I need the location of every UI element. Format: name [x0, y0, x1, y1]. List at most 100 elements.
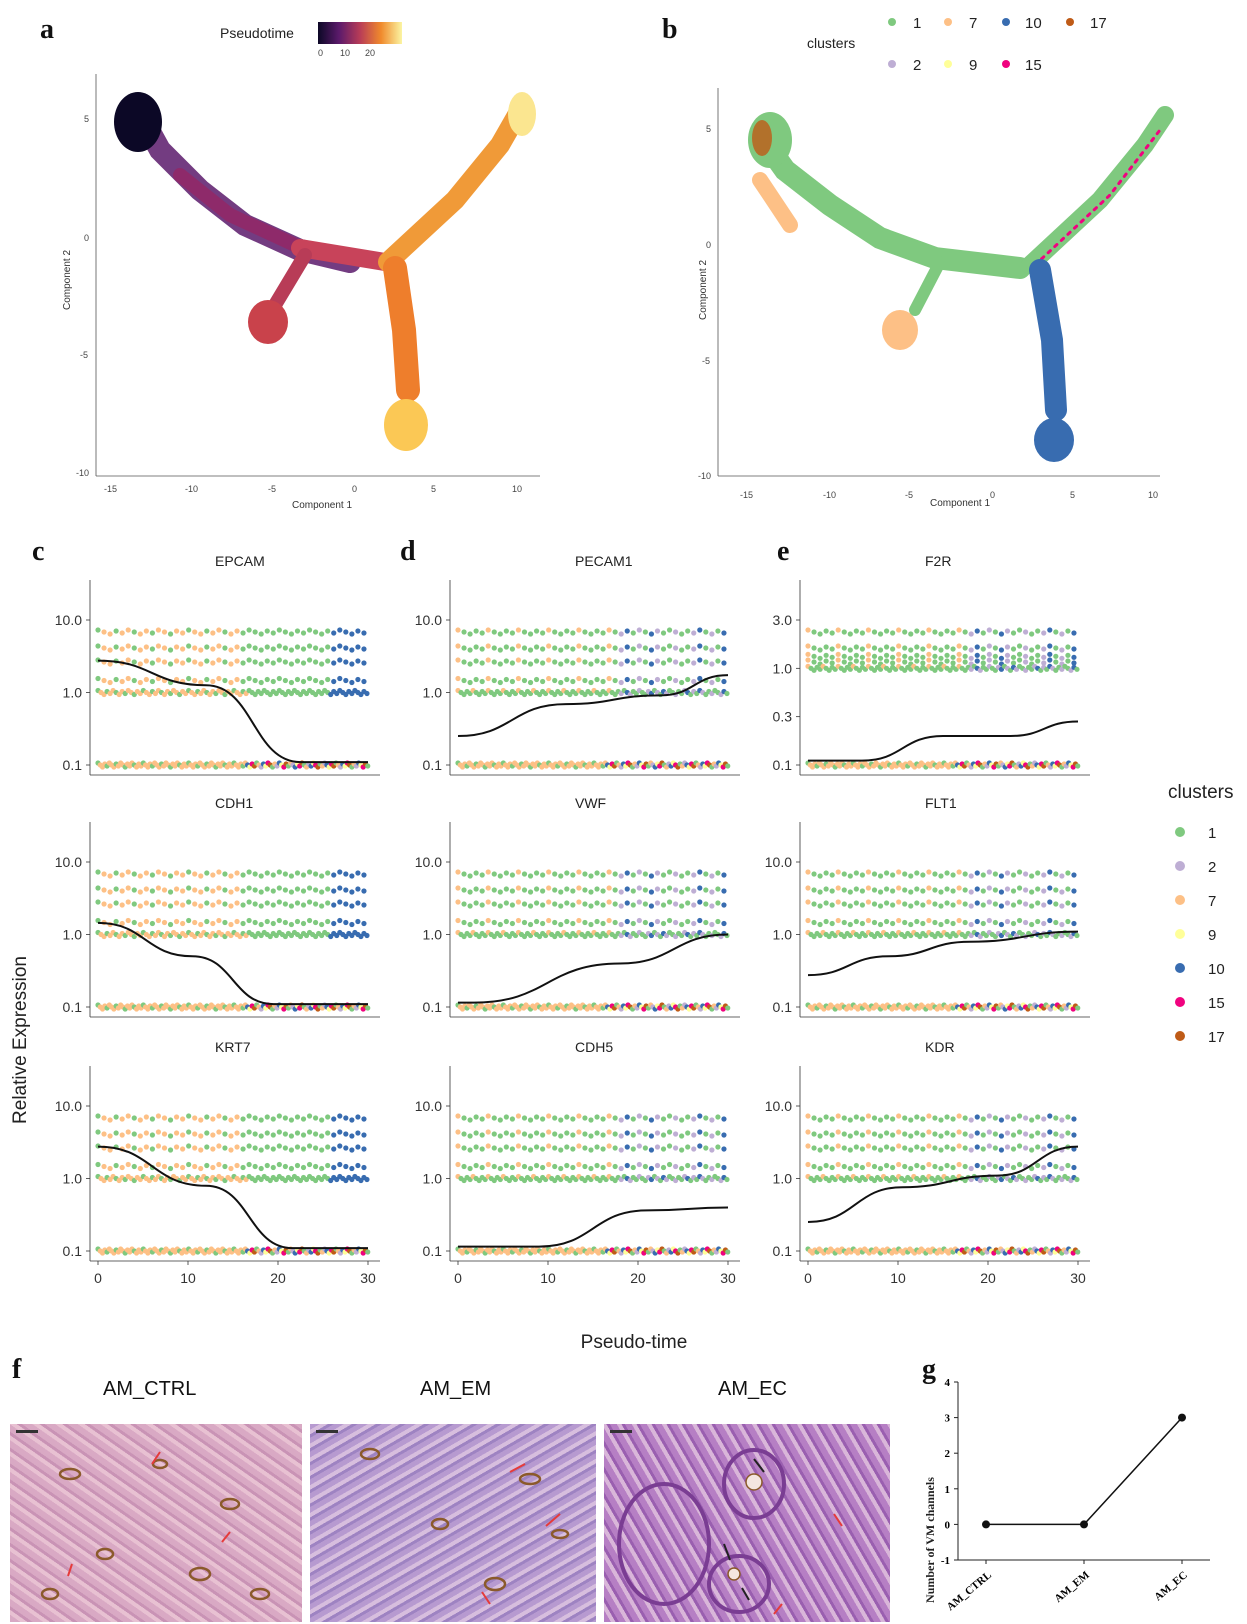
cell-point: [853, 1130, 859, 1136]
cell-point: [829, 872, 835, 878]
cell-point: [180, 646, 186, 652]
cell-point: [721, 872, 727, 878]
cell-point: [938, 647, 944, 653]
cell-point: [337, 1143, 343, 1149]
cell-point: [630, 888, 636, 894]
legend-label: 10: [1208, 961, 1225, 978]
cell-point: [521, 901, 528, 907]
cell-point: [871, 645, 878, 651]
cell-point: [497, 631, 503, 637]
cell-point: [355, 1114, 361, 1120]
cell-point: [180, 1132, 186, 1138]
cell-point: [630, 1116, 636, 1122]
cell-point: [186, 885, 192, 891]
y-tick-label: 10.0: [765, 1098, 792, 1114]
cell-point: [113, 1114, 119, 1120]
cell-point: [679, 873, 685, 879]
cell-point: [1059, 903, 1065, 909]
cell-point: [962, 887, 968, 893]
cell-point: [673, 919, 679, 926]
cell-point: [1035, 1114, 1041, 1120]
cell-point: [1071, 646, 1077, 652]
cell-point: [161, 901, 168, 907]
cell-point: [491, 919, 497, 926]
cluster-key-9: [944, 60, 952, 68]
cell-point: [355, 870, 361, 876]
cell-point: [666, 899, 673, 905]
cell-point: [473, 658, 479, 664]
cell-point: [204, 918, 210, 925]
cell-point: [666, 1161, 673, 1168]
cell-point: [564, 1144, 570, 1150]
cell-point: [1035, 628, 1041, 634]
cell-point: [986, 1113, 992, 1119]
cell-point: [654, 1114, 661, 1120]
cell-point: [337, 1161, 343, 1168]
y-tick-label: 0.3: [773, 709, 793, 725]
cell-point: [515, 1161, 522, 1168]
legend-label: 17: [1208, 1029, 1225, 1046]
cell-point: [467, 1147, 473, 1153]
cell-point: [137, 661, 143, 667]
cell-point: [624, 1130, 630, 1136]
cell-point: [721, 920, 727, 927]
cell-point: [715, 658, 721, 664]
cell-point: [1053, 1131, 1059, 1137]
cell-point: [95, 627, 101, 633]
cell-point: [252, 677, 258, 684]
cell-point: [600, 888, 606, 894]
cell-point: [264, 658, 270, 664]
cell-point: [467, 873, 473, 879]
legend-label: 7: [1208, 893, 1216, 910]
cell-point: [240, 1164, 246, 1171]
cell-point: [319, 1165, 325, 1172]
cell-point: [606, 643, 612, 649]
cell-point: [161, 1163, 168, 1170]
cell-point: [968, 921, 974, 928]
cell-point: [361, 630, 367, 636]
cell-point: [992, 887, 998, 893]
cell-point: [1010, 872, 1017, 878]
cell-point: [890, 1116, 896, 1122]
cell-point: [582, 677, 588, 684]
cell-point: [355, 1144, 361, 1150]
cell-point: [288, 889, 295, 895]
cell-point: [137, 903, 143, 909]
cell-point: [1010, 1146, 1017, 1152]
cell-point: [908, 921, 914, 928]
cell-point: [131, 1145, 137, 1151]
cell-point: [1071, 1164, 1077, 1171]
cell-point: [853, 1162, 859, 1169]
cell-point: [125, 1113, 131, 1119]
cell-point: [325, 628, 331, 634]
cell-point: [533, 886, 540, 892]
cell-point: [817, 921, 823, 928]
cell-point: [679, 921, 685, 928]
cell-point: [1053, 645, 1059, 651]
cell-point: [1065, 644, 1071, 650]
cell-point: [552, 1131, 558, 1137]
cell-point: [811, 901, 817, 907]
cell-point: [896, 885, 902, 891]
cell-point: [691, 1146, 697, 1152]
cell-point: [691, 630, 697, 636]
cell-point: [325, 870, 331, 876]
cell-point: [552, 871, 558, 877]
cell-point: [252, 629, 258, 635]
cell-point: [246, 885, 252, 891]
trajectory-plot-clusters: clusters 1 7 10 17 2 9 15 -15 -10 -5 0 5…: [698, 15, 1174, 509]
cell-point: [240, 630, 246, 636]
cell-point: [618, 1117, 624, 1123]
panel-label-f: f: [12, 1354, 22, 1385]
cell-point: [841, 901, 847, 907]
cell-point: [618, 873, 624, 879]
cell-point: [119, 872, 125, 878]
cell-point: [258, 1133, 264, 1139]
cell-point: [654, 1144, 661, 1150]
cell-point: [938, 1117, 944, 1123]
cell-point: [155, 627, 162, 633]
cell-point: [859, 902, 866, 908]
x-tick-label: 20: [630, 1270, 646, 1286]
cell-point: [1071, 1116, 1077, 1122]
